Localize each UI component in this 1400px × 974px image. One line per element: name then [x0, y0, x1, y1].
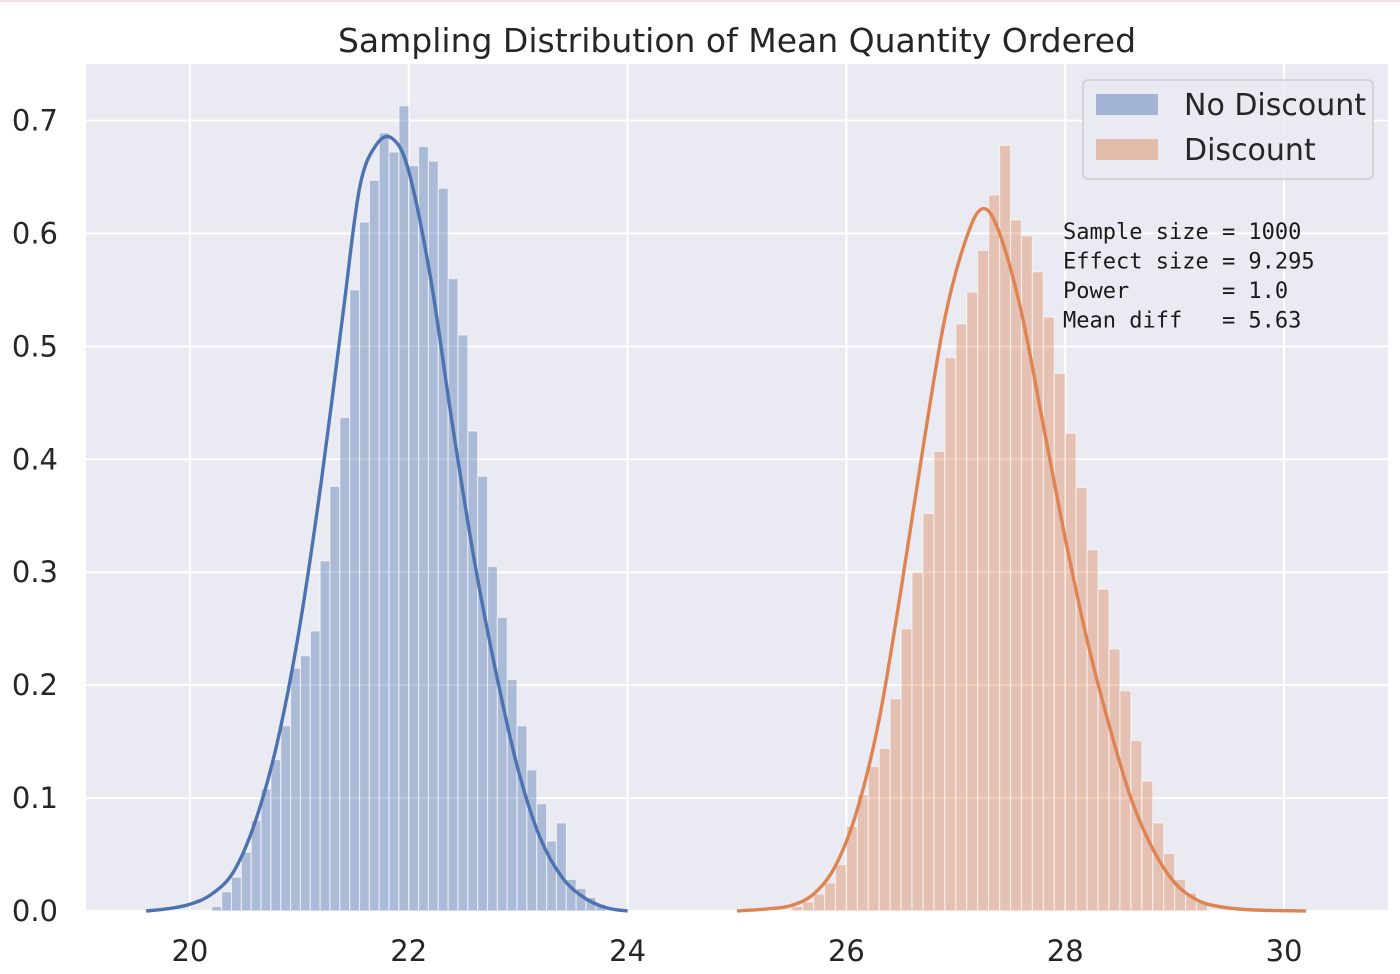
histogram-bar [457, 334, 469, 912]
histogram-bar [467, 430, 479, 912]
histogram-bar [922, 512, 935, 912]
histogram-bar [834, 864, 848, 912]
histogram-bar [408, 165, 420, 912]
stats-line-effect-size: Effect size = 9.295 [1063, 250, 1315, 275]
histogram-bar [358, 221, 370, 912]
histogram-bar [944, 357, 957, 912]
histogram-bar [398, 105, 410, 912]
histogram-bar [486, 565, 498, 912]
kde-curve-discount [736, 206, 1306, 913]
histogram-bar [368, 179, 380, 912]
histogram-bar [437, 187, 449, 912]
legend-label-no-discount: No Discount [1184, 88, 1366, 123]
histogram-bar [988, 194, 1001, 912]
histogram-bar [555, 822, 567, 912]
y-tick-label: 0.5 [12, 329, 58, 363]
histogram-bar [911, 571, 924, 912]
histogram-bar [933, 450, 946, 912]
histogram-bar [270, 759, 282, 912]
histogram-bar [1075, 486, 1088, 912]
histogram-bar [966, 291, 979, 912]
histogram-bar [339, 416, 351, 912]
histogram-bar [1009, 219, 1023, 912]
histogram-bar [299, 655, 311, 912]
histogram-bar [309, 630, 321, 912]
y-tick-label: 0.6 [12, 216, 58, 250]
histogram-bar [1053, 372, 1066, 912]
histogram-bar [250, 820, 262, 912]
histogram-bar [506, 678, 518, 912]
legend: No Discount Discount [1082, 79, 1374, 180]
histogram-bar [260, 788, 272, 912]
histogram-bar [812, 893, 826, 912]
histogram-bar [447, 277, 459, 912]
stats-line-mean-diff: Mean diff = 5.63 [1063, 309, 1301, 334]
top-border-line [0, 0, 1400, 2]
legend-swatch-discount [1096, 139, 1158, 160]
x-tick-label: 22 [390, 934, 427, 968]
y-tick-label: 0.7 [12, 103, 58, 137]
histogram-bar [867, 765, 880, 912]
histogram-bar [388, 151, 400, 912]
histogram-bar [211, 905, 223, 912]
histogram-bar [280, 725, 292, 912]
legend-box [1082, 79, 1374, 180]
y-tick-label: 0.4 [12, 442, 58, 476]
x-axis-ticks: 20 22 24 26 28 30 [171, 934, 1302, 968]
histogram-bar [516, 725, 528, 912]
histogram-bar [1119, 690, 1132, 912]
x-tick-label: 30 [1266, 934, 1303, 968]
histogram-bar [1086, 549, 1099, 912]
histogram-bar [319, 560, 331, 912]
histogram-bar [823, 882, 837, 912]
histogram-bar [536, 803, 548, 912]
histogram-bar [496, 616, 508, 912]
histogram-bar [1064, 432, 1077, 912]
x-tick-label: 24 [609, 934, 646, 968]
histogram-bar [977, 249, 990, 912]
x-tick-label: 26 [828, 934, 865, 968]
x-tick-label: 20 [171, 934, 208, 968]
bars-no-discount [211, 105, 607, 912]
y-tick-label: 0.2 [12, 668, 58, 702]
chart-title: Sampling Distribution of Mean Quantity O… [338, 21, 1136, 60]
kde-curve-no-discount [146, 134, 628, 913]
x-tick-label: 28 [1047, 934, 1084, 968]
y-tick-label: 0.1 [12, 781, 58, 815]
histogram-bar [1108, 648, 1121, 912]
stats-line-power: Power = 1.0 [1063, 279, 1288, 304]
legend-label-discount: Discount [1184, 133, 1316, 168]
histogram-bar [802, 901, 815, 912]
y-tick-label: 0.0 [12, 894, 58, 928]
histogram-bar [791, 905, 804, 912]
histogram-bar [955, 323, 968, 912]
histogram-bar [290, 667, 302, 912]
histogram-bar [477, 475, 489, 912]
bars-discount [791, 144, 1209, 912]
plot-area [86, 64, 1388, 911]
histogram-bar [1097, 588, 1110, 912]
histogram-bar [878, 747, 891, 912]
density-curves [146, 134, 1306, 913]
histogram-bar [526, 769, 538, 912]
histogram-bar [1042, 316, 1055, 912]
histogram-bar [889, 698, 902, 912]
y-tick-label: 0.3 [12, 555, 58, 589]
legend-swatch-no-discount [1096, 94, 1158, 115]
y-axis-ticks: 0.0 0.1 0.2 0.3 0.4 0.5 0.6 0.7 [12, 103, 58, 928]
histogram-bar [240, 851, 252, 912]
stats-annotation: Sample size = 1000 Effect size = 9.295 P… [1063, 220, 1315, 334]
histogram-bar [349, 289, 361, 912]
histogram-bars [211, 105, 1209, 912]
histogram-bar [221, 891, 233, 912]
histogram-bar [900, 628, 913, 912]
histogram-bar [230, 876, 242, 912]
histogram-bar [856, 794, 869, 912]
stats-line-sample-size: Sample size = 1000 [1063, 220, 1301, 245]
histogram-bar [378, 132, 390, 912]
histogram-bar [329, 485, 341, 912]
